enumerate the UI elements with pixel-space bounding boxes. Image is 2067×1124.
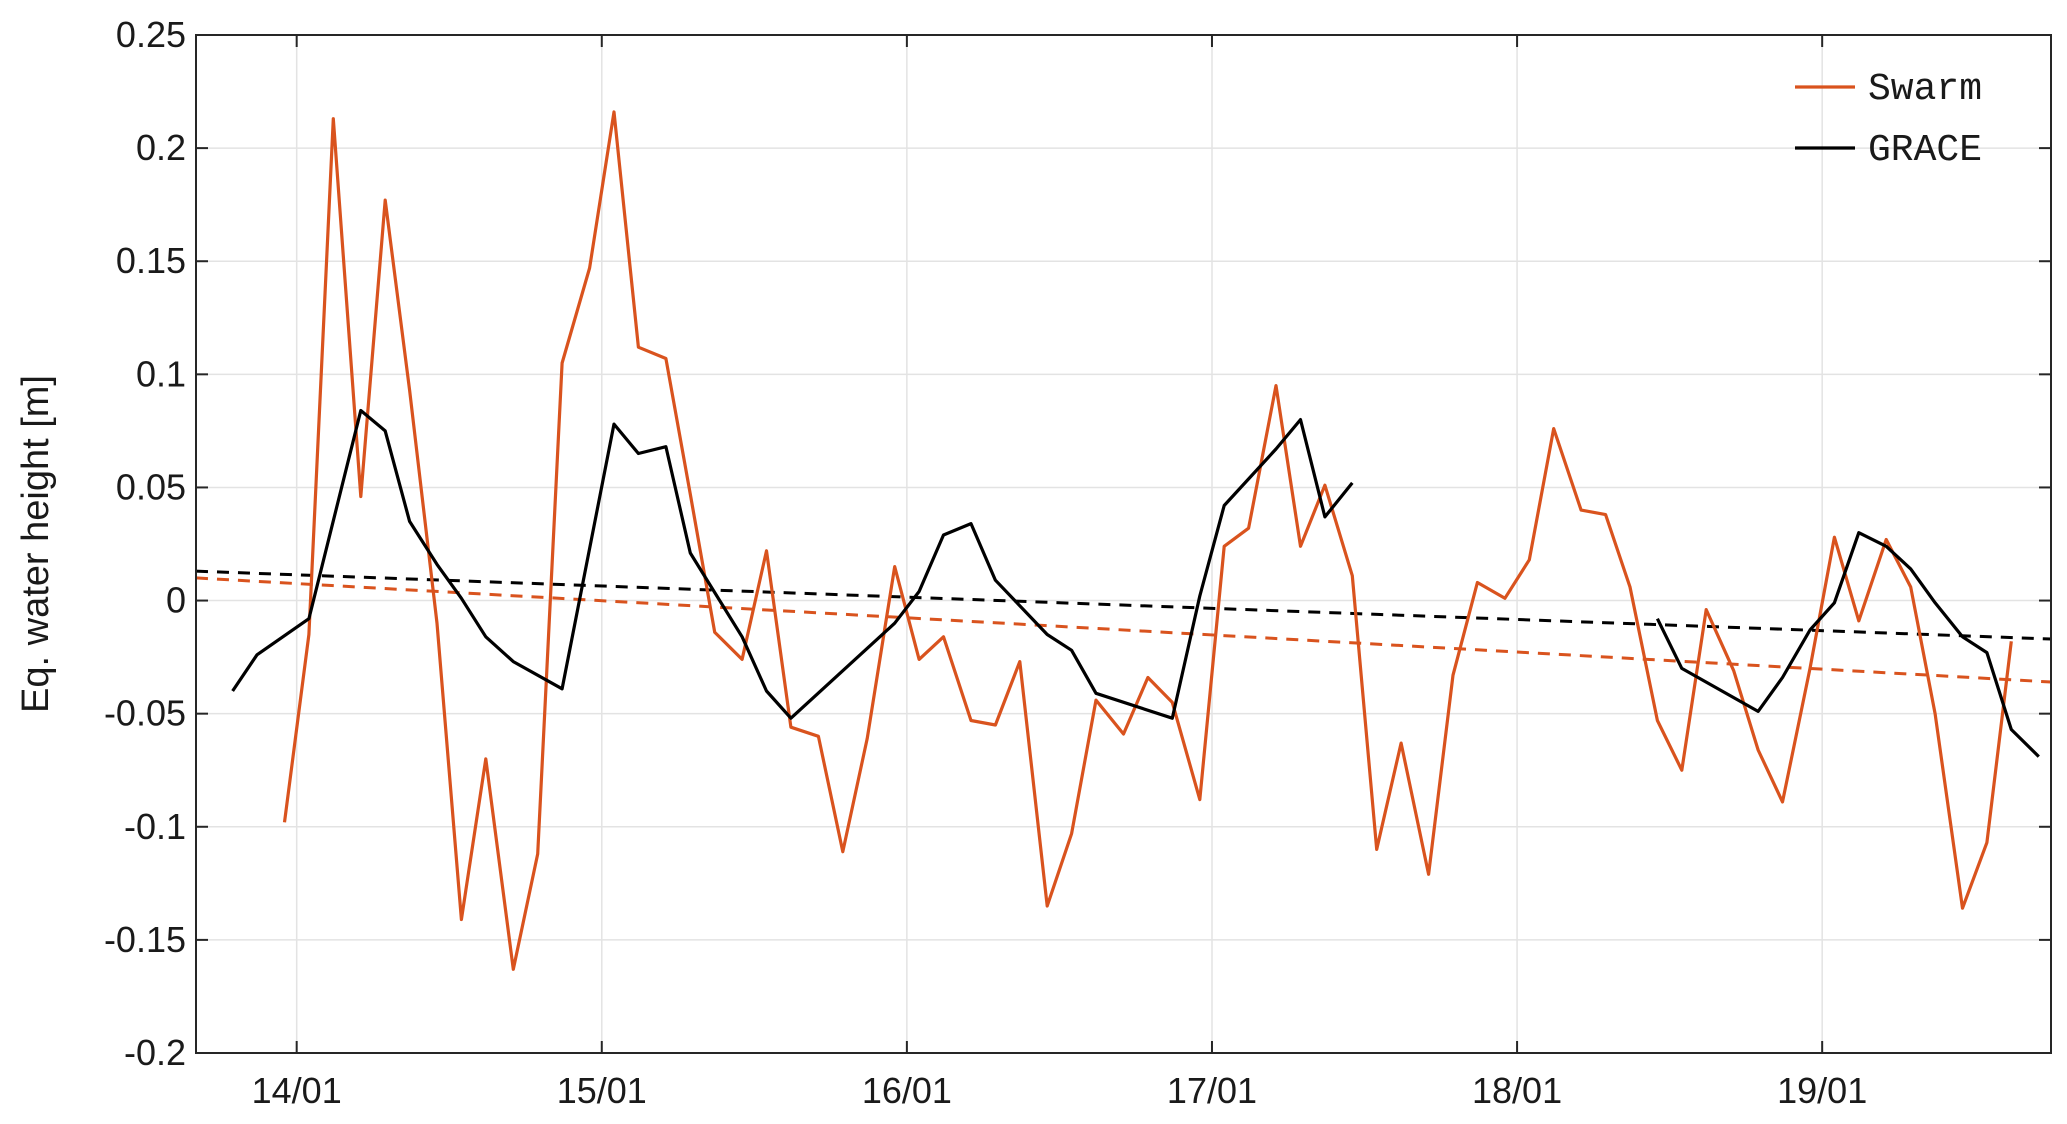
x-tick-label: 16/01: [862, 1070, 952, 1111]
y-tick-label: 0.2: [136, 127, 186, 168]
y-tick-label: 0.05: [116, 466, 186, 507]
y-tick-label: 0.25: [116, 14, 186, 55]
grid: [196, 34, 2051, 1054]
y-tick-label: -0.15: [104, 919, 186, 960]
axes-frame: [195, 34, 2052, 1054]
trend-lines: [195, 569, 2052, 684]
y-axis-label: Eq. water height [m]: [15, 375, 57, 713]
trend-line-grace: [195, 569, 2052, 641]
y-tick-label: -0.1: [124, 806, 186, 847]
data-series: [231, 110, 2040, 971]
y-tick-label: 0: [166, 580, 186, 621]
plot-background: [196, 35, 2051, 1053]
legend-label-swarm: Swarm: [1868, 68, 1982, 111]
legend: Swarm GRACE: [1795, 68, 1982, 172]
x-tick-label: 15/01: [557, 1070, 647, 1111]
x-tick-label: 19/01: [1777, 1070, 1867, 1111]
x-tick-label: 17/01: [1167, 1070, 1257, 1111]
x-tick-label: 18/01: [1472, 1070, 1562, 1111]
y-tick-label: 0.1: [136, 353, 186, 394]
legend-label-grace: GRACE: [1868, 129, 1982, 172]
series-line-swarm: [282, 110, 2013, 971]
x-axis-ticks: 14/01 15/01 16/01 17/01 18/01 19/01: [252, 35, 1867, 1111]
y-tick-label: -0.2: [124, 1032, 186, 1073]
y-tick-label: -0.05: [104, 693, 186, 734]
trend-line-swarm: [195, 576, 2052, 684]
series-line-grace: [1655, 531, 2040, 758]
series-line-grace: [231, 408, 1354, 720]
x-tick-label: 14/01: [252, 1070, 342, 1111]
y-tick-label: 0.15: [116, 240, 186, 281]
y-axis-ticks: 0.25 0.2 0.15 0.1 0.05 0 -0.05 -0.1 -0.15 -0.2: [104, 14, 2051, 1073]
